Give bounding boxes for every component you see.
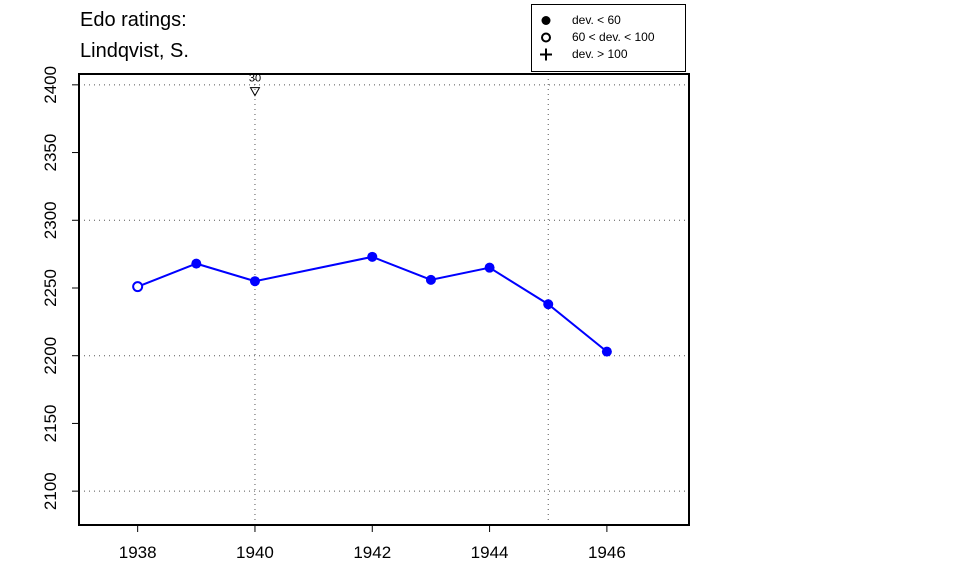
filled-circle-icon: [541, 16, 551, 25]
x-tick-label: 1944: [471, 543, 509, 562]
chart-title-line2: Lindqvist, S.: [80, 40, 189, 62]
legend-label: 60 < dev. < 100: [572, 30, 655, 44]
x-axis: 1938 1940 1942 1944 1946: [119, 525, 626, 562]
x-tick-label: 1946: [588, 543, 626, 562]
legend-item-dev-60-100: 60 < dev. < 100: [532, 29, 685, 46]
triangle-down-marker: [249, 87, 261, 97]
legend-item-dev-gt-100: dev. > 100: [532, 46, 685, 63]
x-tick-label: 1938: [119, 543, 157, 562]
x-tick-label: 1942: [353, 543, 391, 562]
y-tick-label: 2300: [41, 201, 60, 239]
open-circle-icon: [541, 32, 551, 43]
data-point: [601, 346, 612, 357]
data-point: [484, 262, 495, 273]
y-tick-label: 2100: [41, 472, 60, 510]
data-point: [191, 258, 202, 269]
chart-title-line1: Edo ratings:: [80, 9, 187, 31]
y-axis: 2100 2150 2200 2250 2300 2350 2400: [41, 66, 79, 510]
y-tick-label: 2400: [41, 66, 60, 104]
x-tick-label: 1940: [236, 543, 274, 562]
series-line: [137, 255, 608, 353]
legend-item-dev-lt-60: dev. < 60: [532, 12, 685, 29]
plus-icon: [540, 48, 552, 61]
annotations: 30: [249, 73, 261, 97]
legend-label: dev. < 60: [572, 13, 621, 27]
data-point: [543, 299, 554, 310]
data-point: [249, 276, 260, 287]
y-tick-label: 2350: [41, 134, 60, 172]
y-tick-label: 2250: [41, 269, 60, 307]
legend-label: dev. > 100: [572, 47, 628, 61]
y-tick-label: 2200: [41, 337, 60, 375]
data-point-open: [132, 281, 144, 293]
series-rating: [132, 251, 612, 357]
data-point: [367, 251, 378, 262]
plot-frame: [78, 73, 690, 526]
data-point: [425, 274, 436, 285]
legend: dev. < 60 60 < dev. < 100 dev. > 100: [531, 4, 686, 72]
annotation-label: 30: [249, 73, 261, 85]
y-tick-label: 2150: [41, 405, 60, 443]
grid-lines: [79, 74, 689, 525]
